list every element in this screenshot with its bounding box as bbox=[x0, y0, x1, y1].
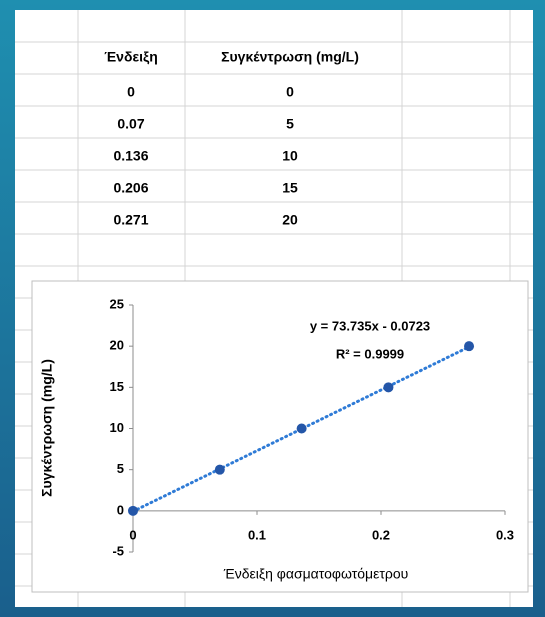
y-tick-label: -5 bbox=[112, 543, 124, 558]
cell: 10 bbox=[282, 148, 298, 164]
chart: -5 0 5 10 15 20 25 0 0.1 0.2 0.3 y = 73.735x - 0.07… bbox=[110, 296, 515, 558]
cell: 0 bbox=[127, 84, 135, 100]
point bbox=[464, 341, 475, 352]
cell: 20 bbox=[282, 212, 298, 228]
point bbox=[128, 505, 138, 516]
header-cell: Συγκέντρωση (mg/L) bbox=[221, 49, 359, 65]
cell: 0.136 bbox=[113, 148, 148, 164]
y-tick-label: 20 bbox=[110, 338, 124, 353]
x-axis-title: Ένδειξη φασματοφωτόμετρου bbox=[223, 566, 409, 582]
point bbox=[296, 423, 307, 434]
table: Ένδειξη Συγκέντρωση (mg/L) 0 0 0.07 5 0.136 10 0… bbox=[104, 49, 359, 228]
y-tick-label: 25 bbox=[110, 296, 124, 311]
header-cell: Ένδειξη bbox=[104, 49, 158, 65]
cell: 5 bbox=[286, 116, 294, 132]
x-tick-label: 0 bbox=[129, 527, 136, 542]
x-tick-label: 0.1 bbox=[248, 527, 266, 542]
y-tick-label: 15 bbox=[110, 379, 124, 394]
point bbox=[383, 382, 394, 393]
cell: 0.271 bbox=[113, 212, 148, 228]
cell: 0.206 bbox=[113, 180, 148, 196]
cell: 0 bbox=[286, 84, 294, 100]
trendline-equation: y = 73.735x - 0.0723 bbox=[310, 318, 430, 333]
x-tick-label: 0.3 bbox=[496, 527, 514, 542]
cell: 0.07 bbox=[117, 116, 144, 132]
y-tick-label: 10 bbox=[110, 420, 124, 435]
y-tick-label: 5 bbox=[117, 461, 124, 476]
y-tick-label: 0 bbox=[117, 502, 124, 517]
cell: 15 bbox=[282, 180, 298, 196]
chart-box bbox=[31, 280, 529, 593]
x-tick-label: 0.2 bbox=[372, 527, 390, 542]
trendline-r2: R² = 0.9999 bbox=[336, 346, 404, 361]
y-axis-title: Συγκέντρωση (mg/L) bbox=[39, 359, 55, 497]
point bbox=[214, 464, 225, 475]
